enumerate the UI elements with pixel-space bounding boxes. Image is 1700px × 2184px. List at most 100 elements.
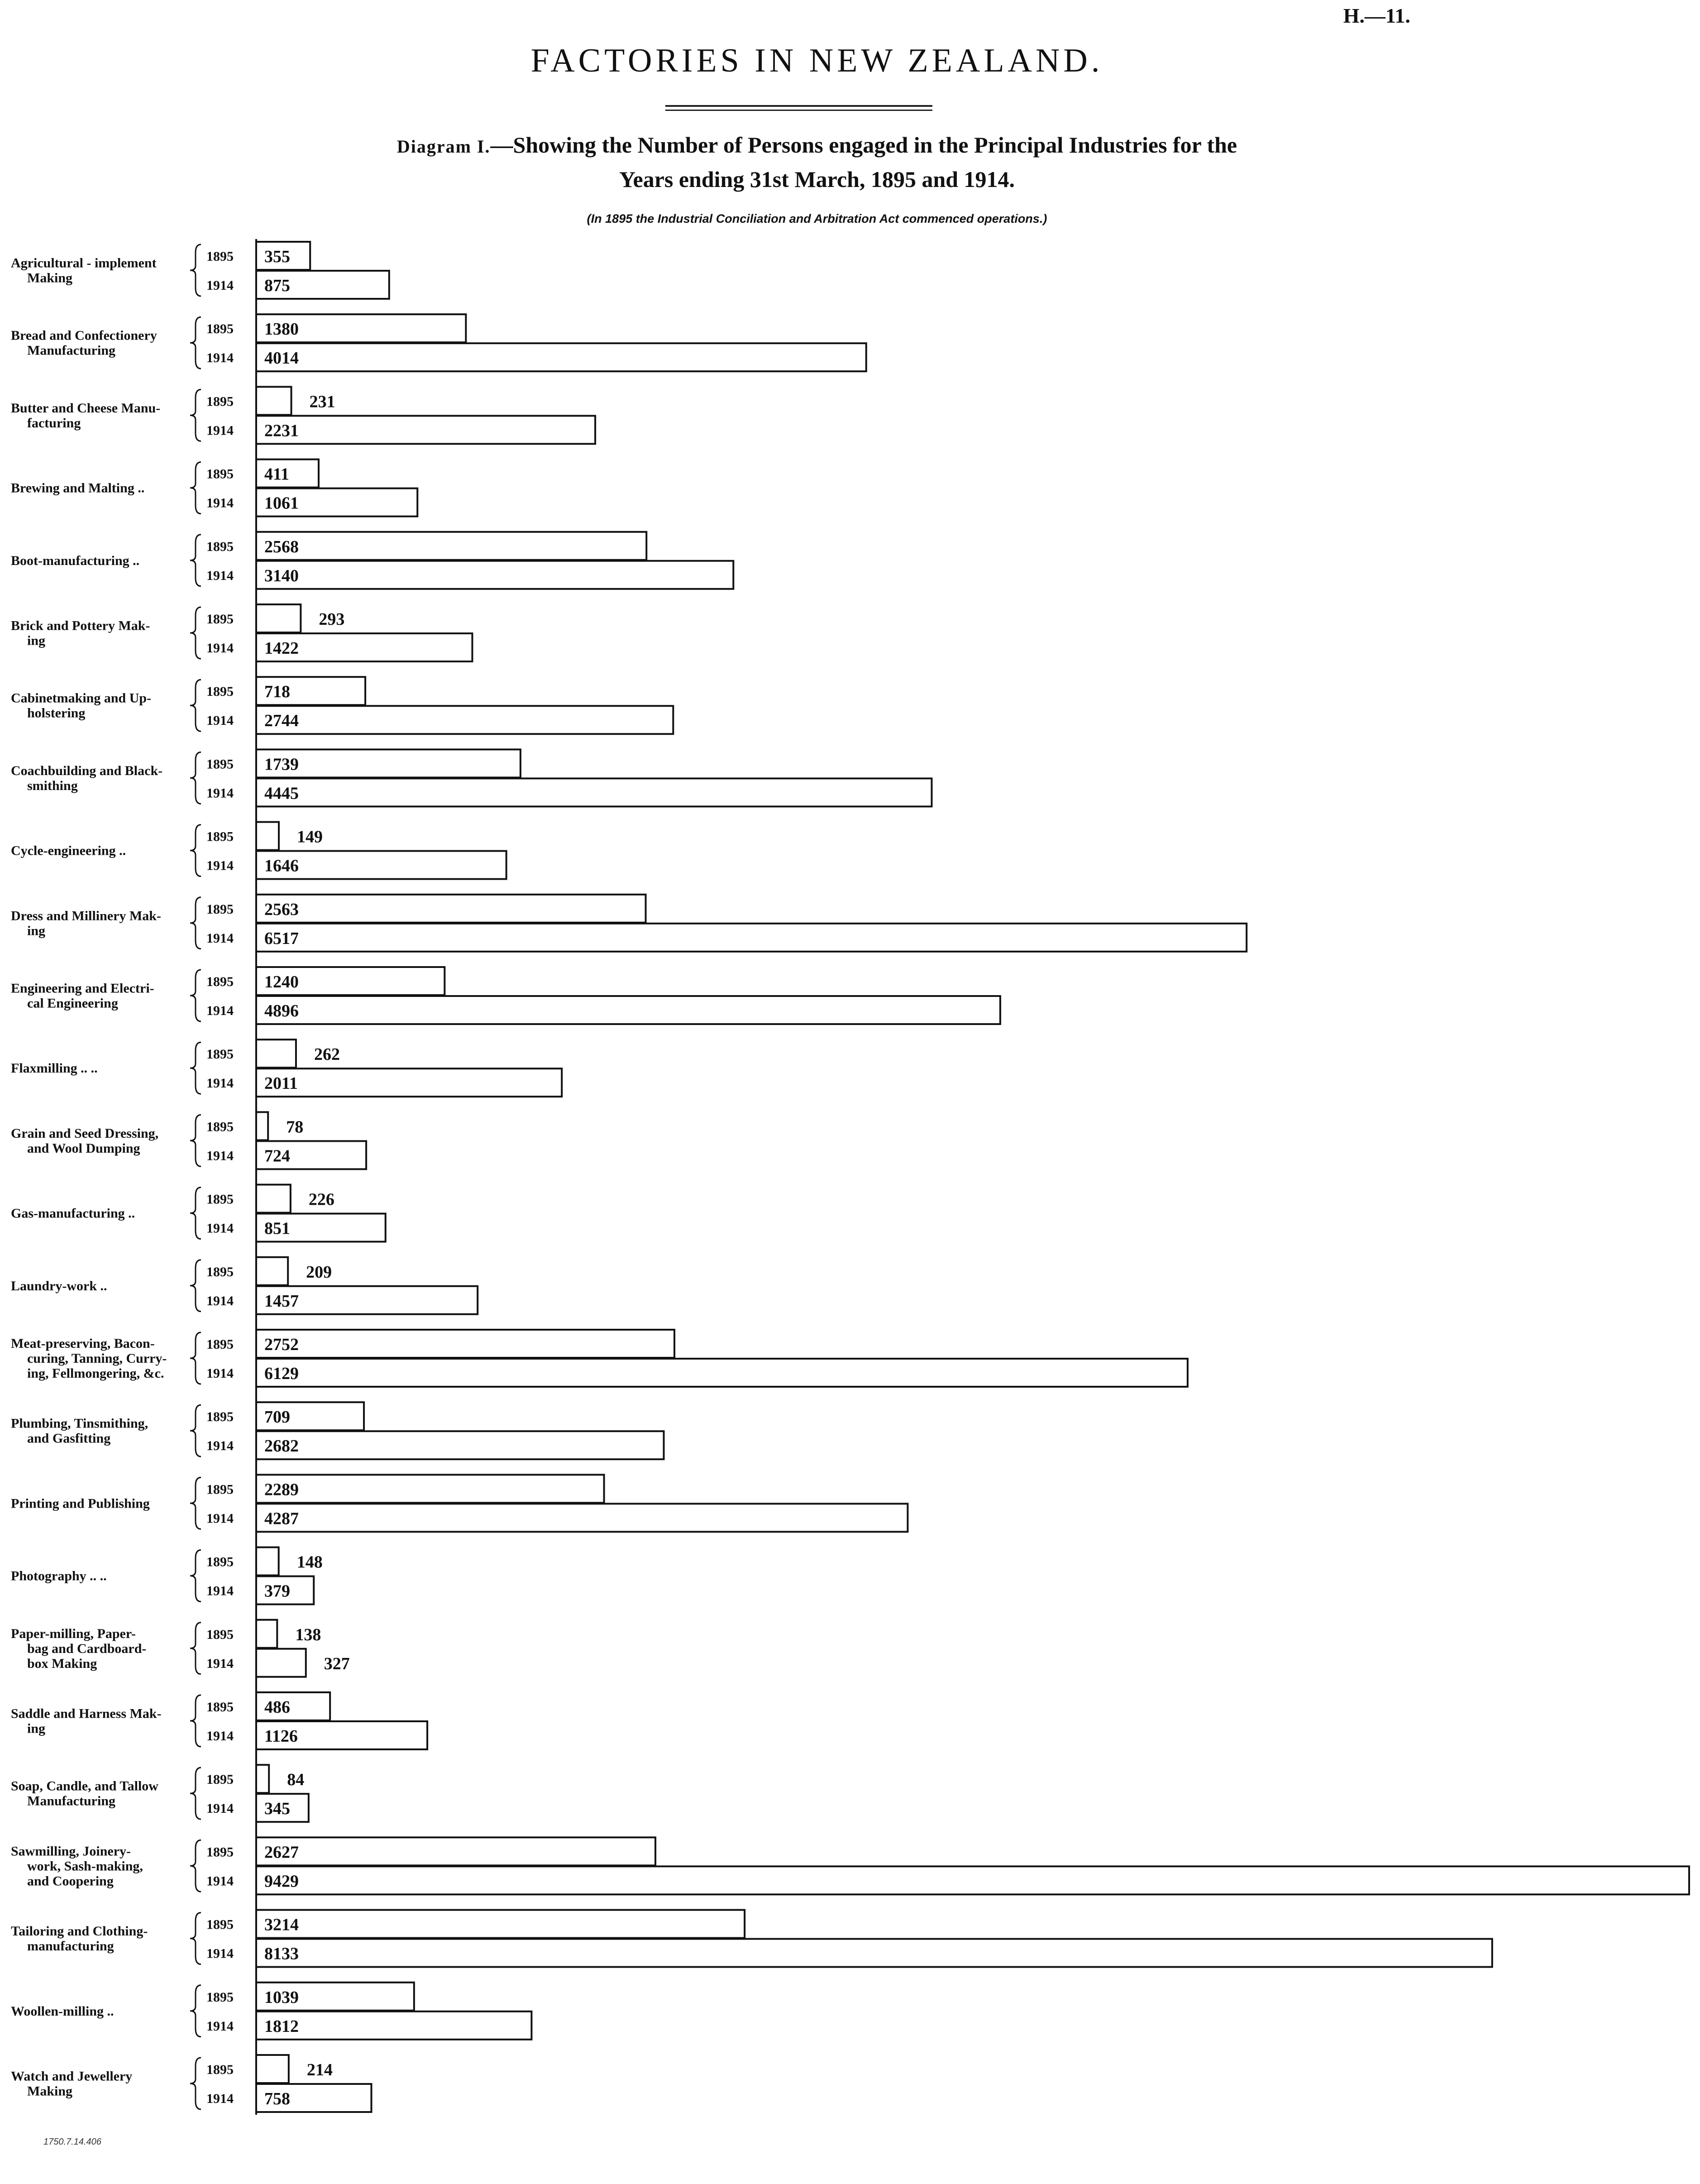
bar-1914 xyxy=(255,1938,1493,1968)
value-label: 2231 xyxy=(264,421,299,440)
bar-1895 xyxy=(255,1039,297,1069)
value-label: 2011 xyxy=(264,1074,298,1093)
bar-1895 xyxy=(255,458,320,489)
bar-1895 xyxy=(255,531,648,561)
year-label: 1914 xyxy=(206,1729,234,1743)
value-label: 1061 xyxy=(264,494,299,513)
category-brace xyxy=(190,388,201,442)
bar-1914 xyxy=(255,2010,533,2040)
category-brace xyxy=(190,1259,201,1312)
year-label: 1895 xyxy=(206,1772,234,1787)
year-label: 1914 xyxy=(206,1003,234,1018)
category-label: Saddle and Harness Mak-ing xyxy=(11,1706,162,1736)
category-label-line: smithing xyxy=(27,778,78,793)
category-label-line: Coachbuilding and Black- xyxy=(11,763,162,778)
category-label: Butter and Cheese Manu-facturing xyxy=(11,401,160,431)
category-brace xyxy=(190,1114,201,1167)
year-label: 1914 xyxy=(206,278,234,293)
year-label: 1895 xyxy=(206,1192,234,1207)
bar-1895 xyxy=(255,313,467,344)
category-label-line: Meat-preserving, Bacon- xyxy=(11,1336,155,1351)
value-label: 4445 xyxy=(264,784,299,803)
value-label: 4014 xyxy=(264,349,299,368)
category-brace xyxy=(190,461,201,515)
category-label-line: holstering xyxy=(27,706,85,721)
year-label: 1914 xyxy=(206,1873,234,1888)
bar-1914 xyxy=(255,1575,315,1605)
value-label: 2682 xyxy=(264,1437,299,1456)
page-reference: H.—11. xyxy=(1343,4,1410,27)
year-label: 1914 xyxy=(206,785,234,800)
category-label-line: cal Engineering xyxy=(27,996,118,1011)
category-label: Bread and Confectionery Manufacturing xyxy=(11,328,157,358)
category-label-line: box Making xyxy=(27,1656,97,1671)
category-label-line: Butter and Cheese Manu- xyxy=(11,401,160,416)
category-brace xyxy=(190,606,201,660)
bar-1895 xyxy=(255,2054,290,2084)
value-label: 231 xyxy=(310,392,335,411)
value-label: 148 xyxy=(297,1553,323,1572)
year-label: 1914 xyxy=(206,1584,234,1599)
year-label: 1914 xyxy=(206,641,234,656)
category-label: Grain and Seed Dressing, and Wool Dumping xyxy=(11,1126,158,1156)
value-label: 1422 xyxy=(264,639,299,658)
bar-1895 xyxy=(255,1183,291,1214)
bar-1914 xyxy=(255,1430,665,1461)
title-rule xyxy=(665,105,932,107)
bar-1914 xyxy=(255,922,1248,953)
value-label: 138 xyxy=(295,1625,321,1644)
category-brace xyxy=(190,1549,201,1603)
category-label: Paper-milling, Paper-bag and Cardboard-b… xyxy=(11,1626,146,1671)
category-brace xyxy=(190,1404,201,1457)
value-label: 875 xyxy=(264,276,290,295)
category-label-line: Cabinetmaking and Up- xyxy=(11,691,151,706)
year-label: 1895 xyxy=(206,1844,234,1859)
year-label: 1895 xyxy=(206,1409,234,1424)
category-label: Brick and Pottery Mak-ing xyxy=(11,618,150,648)
value-label: 262 xyxy=(314,1045,340,1064)
category-label-line: Watch and Jewellery xyxy=(11,2069,132,2084)
year-label: 1895 xyxy=(206,684,234,699)
bar-1895 xyxy=(255,603,302,633)
bar-1895 xyxy=(255,1111,269,1141)
category-brace xyxy=(190,751,201,805)
category-label: Watch and Jewellery Making xyxy=(11,2069,132,2099)
year-label: 1895 xyxy=(206,974,234,989)
category-brace xyxy=(190,1984,201,2038)
year-label: 1914 xyxy=(206,568,234,583)
value-label: 9429 xyxy=(264,1872,299,1891)
bar-1914 xyxy=(255,1865,1690,1896)
bar-1895 xyxy=(255,241,311,271)
category-label-line: Making xyxy=(27,2084,72,2099)
category-label-line: Soap, Candle, and Tallow xyxy=(11,1779,158,1794)
value-label: 2568 xyxy=(264,537,299,556)
year-label: 1895 xyxy=(206,1119,234,1134)
value-label: 1646 xyxy=(264,857,299,876)
category-label-line: Plumbing, Tinsmithing, xyxy=(11,1416,148,1431)
value-label: 84 xyxy=(287,1770,304,1789)
value-label: 851 xyxy=(264,1219,290,1238)
value-label: 1457 xyxy=(264,1292,299,1311)
value-label: 709 xyxy=(264,1408,290,1427)
value-label: 327 xyxy=(324,1654,350,1673)
category-brace xyxy=(190,1187,201,1240)
category-label-line: Engineering and Electri- xyxy=(11,981,154,996)
title-rule-2 xyxy=(665,110,932,111)
value-label: 355 xyxy=(264,247,290,266)
diagram-note: (In 1895 the Industrial Conciliation and… xyxy=(587,212,1047,225)
category-brace xyxy=(190,1767,201,1820)
value-label: 379 xyxy=(264,1582,290,1601)
value-label: 1126 xyxy=(264,1727,298,1746)
category-label-line: Tailoring and Clothing- xyxy=(11,1924,148,1939)
category-label: Cabinetmaking and Up-holstering xyxy=(11,691,151,721)
bar-1914 xyxy=(255,632,473,662)
year-label: 1895 xyxy=(206,757,234,771)
year-label: 1895 xyxy=(206,1990,234,2005)
category-brace xyxy=(190,1912,201,1965)
bar-1914 xyxy=(255,1285,479,1315)
bar-1895 xyxy=(255,821,280,851)
bar-1914 xyxy=(255,1068,563,1098)
bar-1914 xyxy=(255,1648,307,1678)
category-label: Agricultural - implement Making xyxy=(11,256,157,286)
